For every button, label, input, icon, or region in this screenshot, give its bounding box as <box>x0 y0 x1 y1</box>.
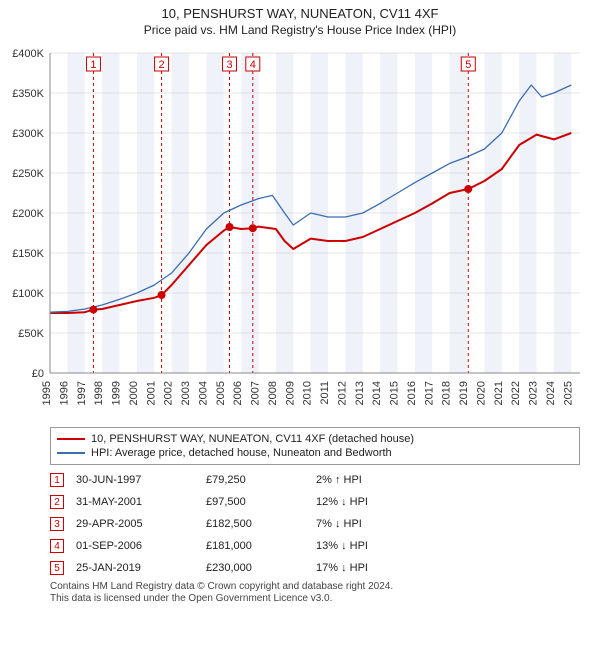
svg-text:2022: 2022 <box>510 381 522 405</box>
sale-diff: 7% ↓ HPI <box>316 518 416 530</box>
svg-text:2025: 2025 <box>562 381 574 405</box>
legend-swatch <box>57 438 85 440</box>
sale-price: £79,250 <box>206 474 316 486</box>
sale-marker-number: 1 <box>50 473 64 487</box>
sale-diff: 12% ↓ HPI <box>316 496 416 508</box>
sale-row: 5 25-JAN-2019£230,00017% ↓ HPI <box>50 557 580 579</box>
sale-row: 4 01-SEP-2006£181,00013% ↓ HPI <box>50 535 580 557</box>
svg-text:2020: 2020 <box>475 381 487 405</box>
sale-price: £181,000 <box>206 540 316 552</box>
sale-date: 31-MAY-2001 <box>76 496 206 508</box>
chart-title-2: Price paid vs. HM Land Registry's House … <box>0 23 600 37</box>
svg-text:2008: 2008 <box>267 381 279 405</box>
svg-text:£200K: £200K <box>12 208 44 220</box>
svg-text:1998: 1998 <box>93 381 105 405</box>
sale-marker-number: 2 <box>50 495 64 509</box>
legend-item: HPI: Average price, detached house, Nune… <box>57 446 573 460</box>
svg-text:1: 1 <box>90 59 96 71</box>
sale-row: 1 30-JUN-1997£79,2502% ↑ HPI <box>50 469 580 491</box>
svg-text:2000: 2000 <box>128 381 140 405</box>
svg-text:2017: 2017 <box>423 381 435 405</box>
legend-label: 10, PENSHURST WAY, NUNEATON, CV11 4XF (d… <box>91 432 414 446</box>
legend-label: HPI: Average price, detached house, Nune… <box>91 446 392 460</box>
sale-marker-number: 5 <box>50 561 64 575</box>
sale-row: 3 29-APR-2005£182,5007% ↓ HPI <box>50 513 580 535</box>
svg-text:2012: 2012 <box>336 381 348 405</box>
sale-diff: 13% ↓ HPI <box>316 540 416 552</box>
sale-date: 29-APR-2005 <box>76 518 206 530</box>
chart-title-1: 10, PENSHURST WAY, NUNEATON, CV11 4XF <box>0 6 600 21</box>
svg-text:2016: 2016 <box>406 381 418 405</box>
svg-text:2019: 2019 <box>458 381 470 405</box>
sale-marker-number: 3 <box>50 517 64 531</box>
svg-text:£250K: £250K <box>12 168 44 180</box>
svg-text:2003: 2003 <box>180 381 192 405</box>
svg-text:3: 3 <box>226 59 232 71</box>
sale-diff: 2% ↑ HPI <box>316 474 416 486</box>
svg-text:4: 4 <box>250 59 256 71</box>
svg-text:2015: 2015 <box>389 381 401 405</box>
footnote-line-2: This data is licensed under the Open Gov… <box>50 593 580 605</box>
sale-marker-number: 4 <box>50 539 64 553</box>
svg-text:2013: 2013 <box>354 381 366 405</box>
sales-table: 130-JUN-1997£79,2502% ↑ HPI231-MAY-2001£… <box>50 469 580 579</box>
svg-text:2021: 2021 <box>493 381 505 405</box>
svg-text:£400K: £400K <box>12 48 44 60</box>
chart-area: £0 £50K £100K £150K £200K £250K £300K £350K £400… <box>0 43 600 423</box>
svg-text:£150K: £150K <box>12 248 44 260</box>
svg-text:2007: 2007 <box>250 381 262 405</box>
sale-date: 30-JUN-1997 <box>76 474 206 486</box>
svg-text:£50K: £50K <box>18 328 44 340</box>
svg-text:2002: 2002 <box>163 381 175 405</box>
sale-row: 2 31-MAY-2001£97,50012% ↓ HPI <box>50 491 580 513</box>
svg-text:£300K: £300K <box>12 128 44 140</box>
sale-price: £230,000 <box>206 562 316 574</box>
svg-text:£350K: £350K <box>12 88 44 100</box>
svg-text:2004: 2004 <box>197 381 209 405</box>
sale-price: £97,500 <box>206 496 316 508</box>
sale-date: 25-JAN-2019 <box>76 562 206 574</box>
sale-date: 01-SEP-2006 <box>76 540 206 552</box>
legend-swatch <box>57 452 85 454</box>
svg-text:£100K: £100K <box>12 288 44 300</box>
svg-text:2006: 2006 <box>232 381 244 405</box>
svg-text:2009: 2009 <box>284 381 296 405</box>
svg-text:5: 5 <box>465 59 471 71</box>
svg-text:2001: 2001 <box>145 381 157 405</box>
svg-text:2: 2 <box>158 59 164 71</box>
legend: 10, PENSHURST WAY, NUNEATON, CV11 4XF (d… <box>50 427 580 465</box>
svg-text:1999: 1999 <box>111 381 123 405</box>
svg-text:1996: 1996 <box>58 381 70 405</box>
footnote: Contains HM Land Registry data © Crown c… <box>50 581 580 605</box>
legend-item: 10, PENSHURST WAY, NUNEATON, CV11 4XF (d… <box>57 432 573 446</box>
svg-text:2023: 2023 <box>528 381 540 405</box>
svg-text:2010: 2010 <box>302 381 314 405</box>
svg-text:1997: 1997 <box>76 381 88 405</box>
footnote-line-1: Contains HM Land Registry data © Crown c… <box>50 581 580 593</box>
svg-text:1995: 1995 <box>41 381 53 405</box>
sale-diff: 17% ↓ HPI <box>316 562 416 574</box>
svg-text:£0: £0 <box>32 368 44 380</box>
svg-text:2014: 2014 <box>371 381 383 405</box>
svg-text:2005: 2005 <box>215 381 227 405</box>
svg-text:2011: 2011 <box>319 381 331 405</box>
sale-price: £182,500 <box>206 518 316 530</box>
svg-text:2024: 2024 <box>545 381 557 405</box>
svg-text:2018: 2018 <box>441 381 453 405</box>
